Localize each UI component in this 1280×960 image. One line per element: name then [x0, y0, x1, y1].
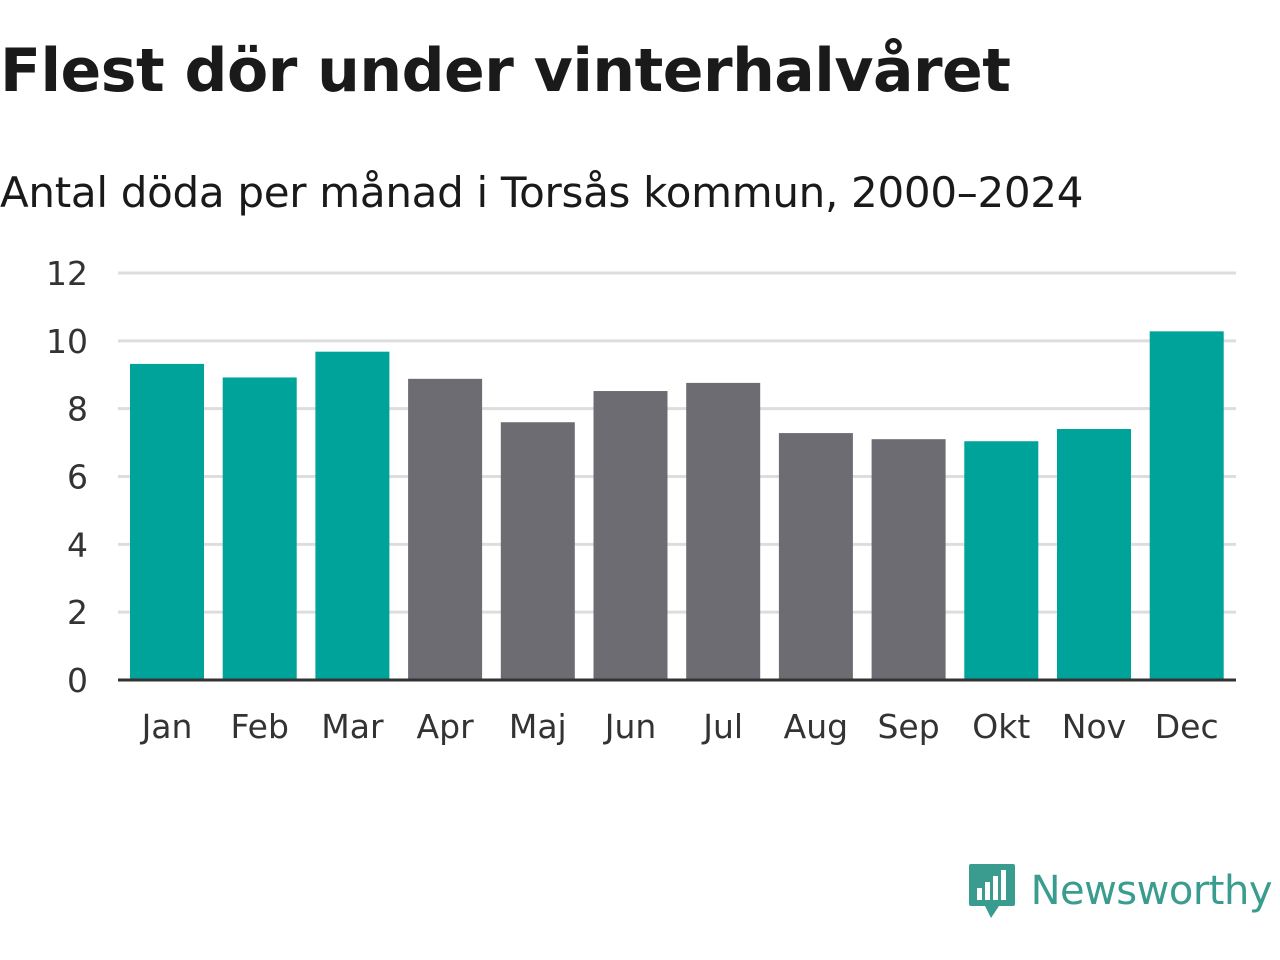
x-tick-label: Mar [321, 707, 384, 746]
y-tick-label: 8 [67, 390, 88, 429]
x-tick-label: Jul [701, 707, 743, 746]
chart-subtitle: Antal döda per månad i Torsås kommun, 20… [0, 168, 1084, 217]
x-tick-label: Jun [603, 707, 657, 746]
bar-maj [500, 422, 575, 680]
bar-jul [686, 382, 761, 680]
bar-feb [222, 377, 297, 680]
bar-mar [315, 351, 390, 680]
bar-nov [1057, 429, 1131, 680]
x-tick-label: Feb [230, 707, 288, 746]
bar-okt [964, 441, 1039, 680]
y-tick-label: 2 [67, 593, 88, 632]
x-tick-label: Sep [877, 707, 939, 746]
bar-dec [1149, 331, 1224, 680]
y-tick-label: 12 [46, 254, 88, 293]
axes: 0 2 4 6 8 10 12 Jan Feb Mar Apr Maj Jun Jul Aug Sep Okt N… [46, 254, 1236, 746]
bar-sep [871, 439, 946, 680]
bar-aug [778, 433, 853, 680]
y-tick-label: 4 [67, 525, 88, 564]
brand-name: Newsworthy [1030, 868, 1273, 914]
chart-title: Flest dör under vinterhalvåret [0, 36, 1011, 106]
bar-jan [130, 363, 204, 680]
x-tick-label: Dec [1155, 707, 1219, 746]
x-tick-label: Okt [972, 707, 1030, 746]
x-tick-label: Jan [140, 707, 193, 746]
bar-apr [408, 378, 483, 680]
y-tick-label: 6 [67, 458, 88, 497]
bars [130, 331, 1224, 680]
newsworthy-logo-icon [968, 864, 1015, 918]
bar-chart: 0 2 4 6 8 10 12 Jan Feb Mar Apr Maj Jun Jul Aug Sep Okt N… [46, 254, 1236, 746]
y-tick-label: 0 [67, 661, 88, 700]
x-tick-label: Aug [784, 707, 848, 746]
x-tick-label: Nov [1062, 707, 1126, 746]
x-tick-label: Maj [509, 707, 567, 746]
y-tick-label: 10 [46, 322, 88, 361]
bar-jun [593, 391, 668, 680]
newsworthy-logo: Newsworthy [967, 862, 1273, 920]
x-tick-label: Apr [417, 707, 475, 746]
gridlines [118, 271, 1236, 614]
